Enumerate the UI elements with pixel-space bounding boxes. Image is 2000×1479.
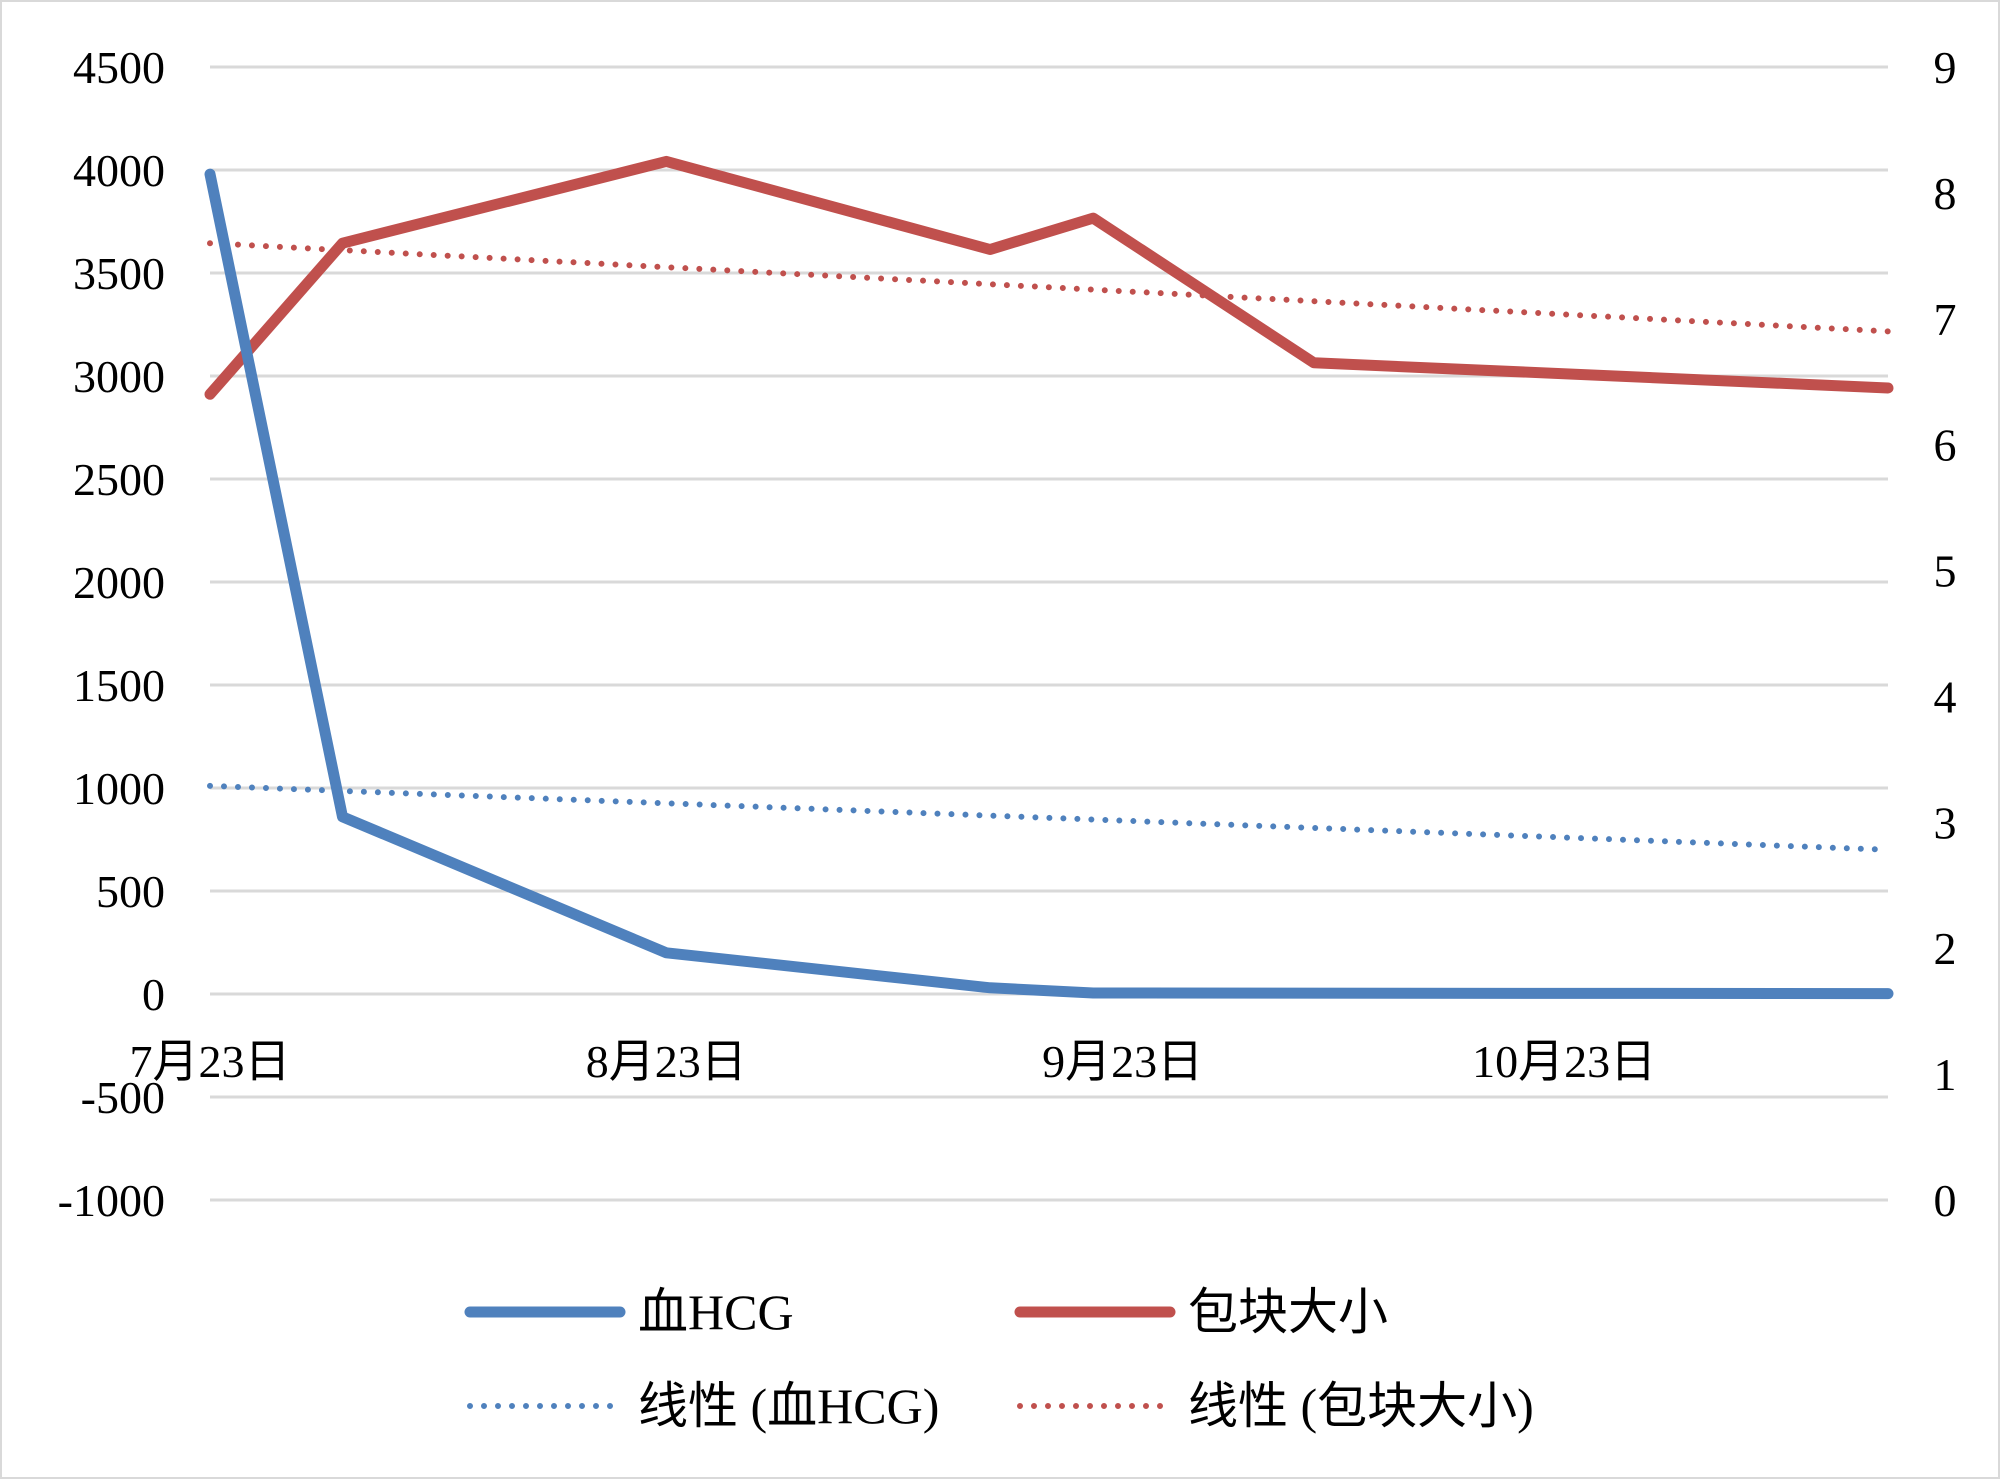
left-axis-tick-label: -500 [81,1072,165,1123]
left-axis-tick-label: 3000 [73,351,165,402]
left-axis-tick-label: 2500 [73,454,165,505]
legend-item-mass-size: 包块大小 [1014,1284,1388,1340]
left-axis-tick-label: 4500 [73,42,165,93]
left-axis-tick-label: 1000 [73,763,165,814]
left-axis-tick-label: 2000 [73,557,165,608]
mass-size-trendline [207,240,1891,335]
left-axis-tick-label: 0 [142,969,165,1020]
legend-label: 线性 (血HCG) [638,1378,939,1434]
mass-size-series-line [204,155,1894,400]
right-axis-tick-label: 3 [1934,797,1957,848]
left-axis-tick-label: 500 [96,866,165,917]
right-axis-tick-label: 9 [1934,42,1957,93]
x-axis-tick-label: 9月23日 [1042,1036,1203,1087]
legend-item-hcg: 血HCG [464,1284,794,1340]
right-axis-tick-label: 8 [1934,168,1957,219]
right-axis-tick-label: 2 [1934,923,1957,974]
legend-label: 血HCG [638,1284,794,1340]
x-axis-tick-label: 10月23日 [1472,1036,1656,1087]
x-axis-ticks: 7月23日 8月23日 9月23日 10月23日 [130,1036,1657,1087]
hcg-trendline [207,782,1891,853]
legend-label: 线性 (包块大小) [1188,1378,1534,1434]
left-axis-tick-label: 3500 [73,248,165,299]
right-axis-tick-label: 6 [1934,420,1957,471]
right-axis-tick-label: 7 [1934,294,1957,345]
right-axis-tick-label: 4 [1934,671,1957,722]
right-axis-ticks: 0 1 2 3 4 5 6 7 8 9 [1934,42,1957,1226]
plot-series [204,155,1894,1000]
hcg-series-line [204,168,1894,1000]
gridlines [210,65,1888,1202]
left-axis-ticks: -1000 -500 0 500 1000 1500 2000 2500 3000 3500 400… [58,42,165,1226]
left-axis-tick-label: -1000 [58,1175,165,1226]
left-axis-tick-label: 4000 [73,145,165,196]
right-axis-tick-label: 1 [1934,1049,1957,1100]
x-axis-tick-label: 8月23日 [586,1036,747,1087]
legend-item-hcg-trendline: 线性 (血HCG) [467,1378,939,1434]
legend-item-mass-size-trendline: 线性 (包块大小) [1017,1378,1534,1434]
right-axis-tick-label: 5 [1934,546,1957,597]
right-axis-tick-label: 0 [1934,1175,1957,1226]
left-axis-tick-label: 1500 [73,660,165,711]
x-axis-tick-label: 7月23日 [130,1036,291,1087]
legend-label: 包块大小 [1188,1284,1388,1340]
